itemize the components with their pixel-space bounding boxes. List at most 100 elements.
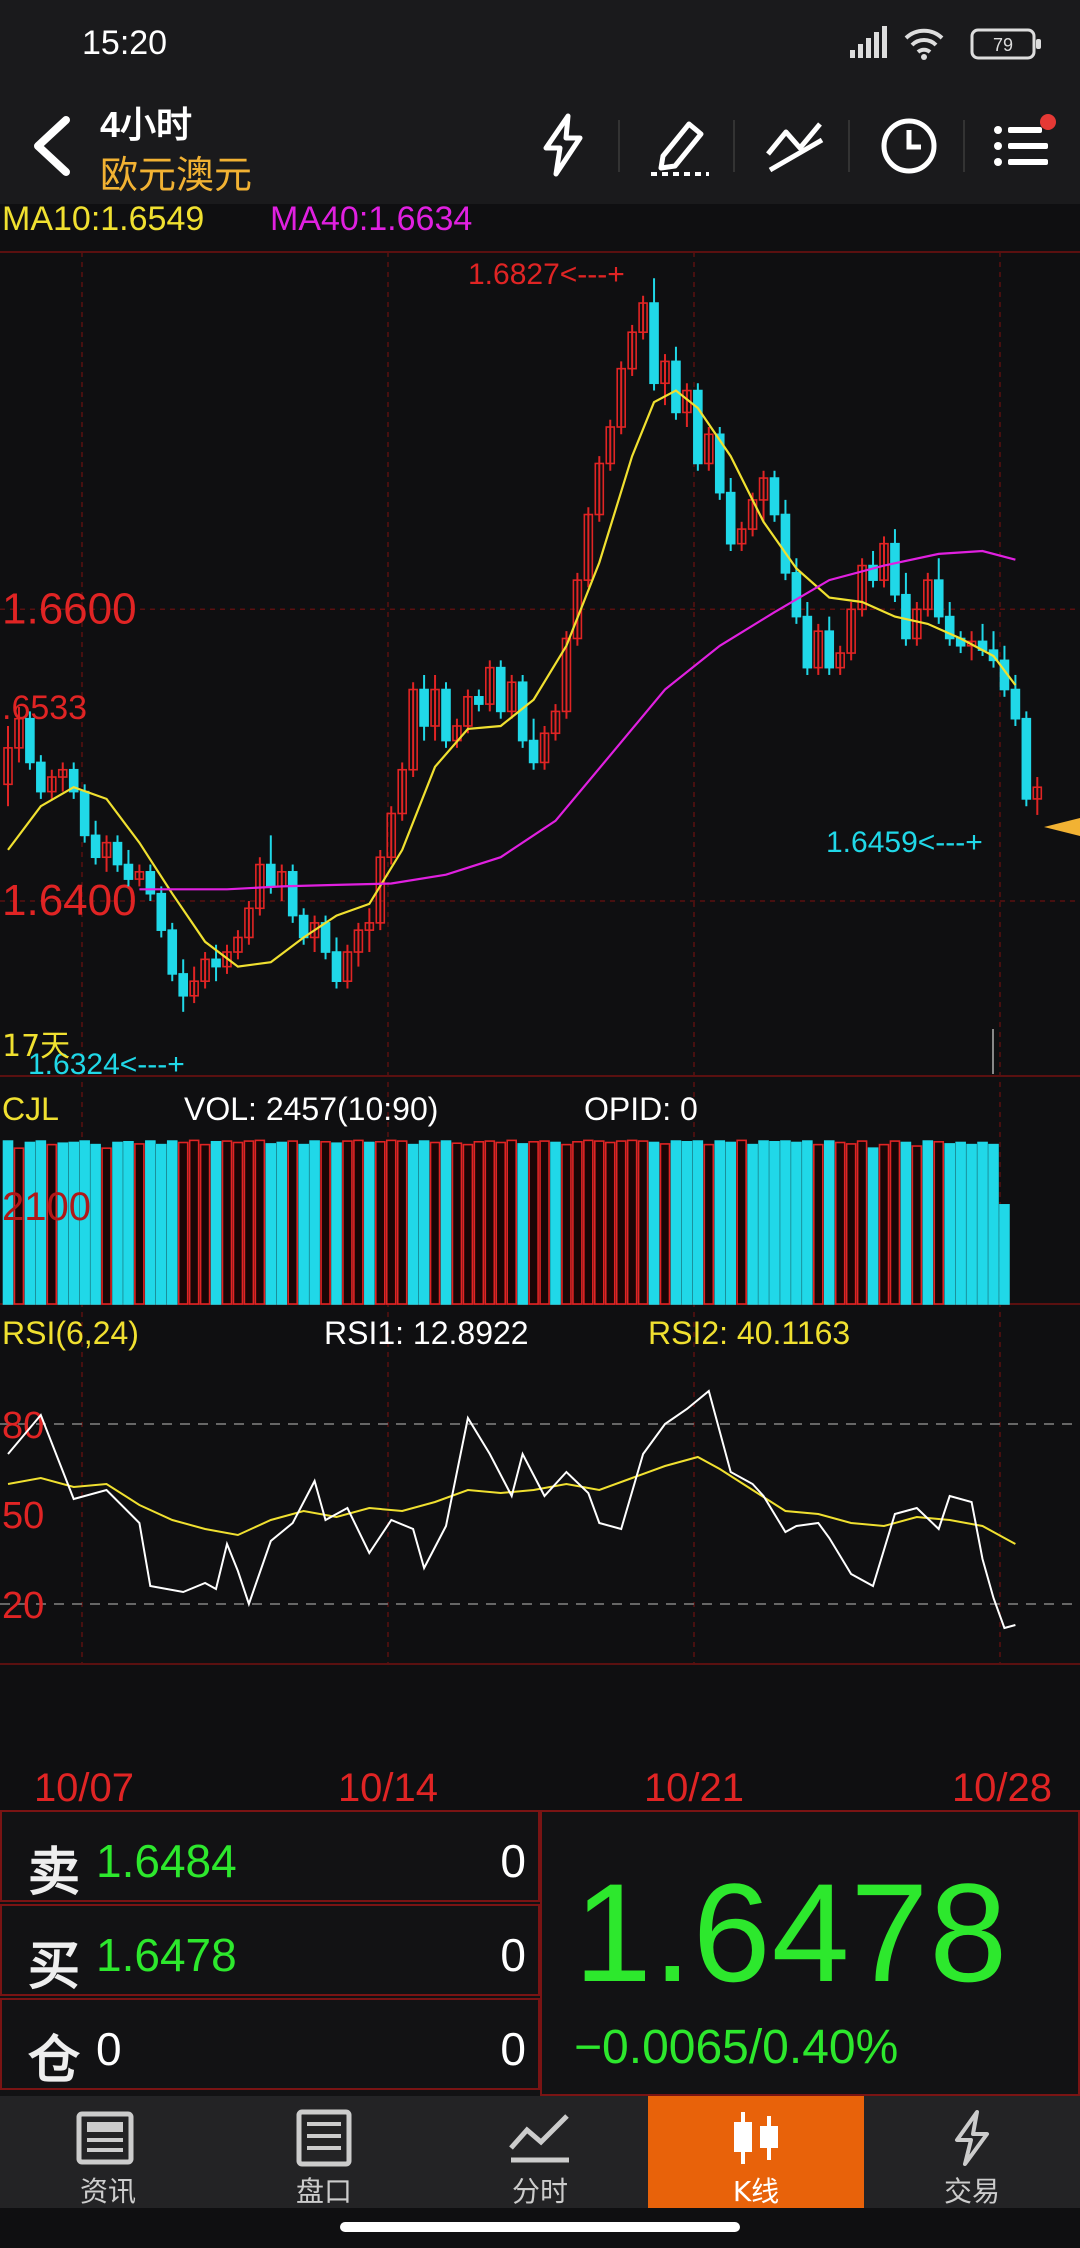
candle <box>375 849 386 931</box>
volume-bar <box>221 1140 233 1305</box>
signal-icon <box>850 26 887 58</box>
candle <box>539 725 550 770</box>
candle <box>550 704 561 741</box>
candle <box>857 558 867 617</box>
date-label: 10/28 <box>952 1766 1052 1810</box>
position-value: 0 <box>96 2023 122 2075</box>
price-label: .6533 <box>2 689 87 727</box>
home-indicator[interactable] <box>340 2222 740 2232</box>
volume-bar <box>320 1140 331 1305</box>
candle <box>397 762 408 821</box>
volume-bar <box>517 1143 528 1305</box>
volume-bar <box>812 1143 824 1305</box>
volume-bar <box>999 1204 1010 1305</box>
price-label: 1.6400 <box>2 876 137 925</box>
volume-bar <box>626 1139 638 1305</box>
buy-row[interactable]: 买 1.6478 0 <box>0 1904 540 1997</box>
clock-icon[interactable] <box>874 110 944 180</box>
volume-bar <box>495 1141 507 1305</box>
volume-bar <box>802 1140 813 1305</box>
volume-bar <box>166 1140 178 1305</box>
volume-bar <box>736 1139 747 1305</box>
candle <box>90 820 101 865</box>
candle <box>495 660 506 719</box>
last-price: 1.6478 <box>574 1854 1009 2011</box>
candle <box>25 711 35 770</box>
candlestick-icon <box>734 2112 778 2164</box>
volume-bar <box>834 1141 846 1305</box>
tab-trade[interactable]: 交易 <box>864 2096 1080 2208</box>
volume-bar <box>845 1143 857 1305</box>
volume-bar <box>2 1140 14 1305</box>
menu-icon[interactable] <box>988 110 1058 180</box>
candle <box>430 674 440 741</box>
candle <box>36 755 46 799</box>
volume-bar <box>900 1141 912 1305</box>
tab-kline[interactable]: K线 <box>648 2096 864 2208</box>
candle <box>922 572 933 617</box>
volume-bar <box>123 1140 134 1305</box>
status-icons: 79 <box>850 26 1041 60</box>
period-title[interactable]: 4小时 <box>100 104 193 145</box>
candle <box>944 602 955 646</box>
ma40-legend: MA40:1.6634 <box>270 204 472 238</box>
bottom-tab-bar: 资讯 盘口 分时 K线 交易 <box>0 2096 1080 2208</box>
last-price-box: 1.6478 −0.0065/0.40% <box>540 1810 1080 2096</box>
candle <box>627 324 637 376</box>
date-label: 10/14 <box>338 1766 438 1810</box>
vol-indicator-name: CJL <box>2 1091 59 1127</box>
candle <box>364 908 375 953</box>
volume-bar <box>112 1141 123 1305</box>
tab-label: 盘口 <box>295 2175 352 2208</box>
candle <box>725 478 736 551</box>
symbol-name[interactable]: 欧元澳元 <box>100 155 253 197</box>
candle <box>583 507 594 588</box>
sell-row[interactable]: 卖 1.6484 0 <box>0 1810 540 1903</box>
position-volume: 0 <box>500 2023 526 2075</box>
candle <box>693 383 703 471</box>
candle <box>200 952 210 989</box>
volume-bar <box>451 1142 463 1305</box>
header: 4小时 欧元澳元 <box>0 86 1080 204</box>
back-arrow-icon[interactable] <box>26 114 86 178</box>
buy-volume: 0 <box>500 1929 526 1981</box>
candle <box>68 762 79 799</box>
pen-icon[interactable] <box>645 110 715 180</box>
volume-bar <box>747 1143 758 1305</box>
notification-dot <box>1040 114 1056 130</box>
volume-bar <box>243 1140 255 1305</box>
current-price-marker <box>1044 818 1080 836</box>
volume-bar <box>977 1141 988 1305</box>
candle <box>386 806 397 865</box>
volume-bar <box>615 1140 627 1305</box>
tab-label: 分时 <box>511 2175 568 2208</box>
volume-bar <box>769 1140 780 1305</box>
volume-bar <box>539 1140 550 1305</box>
flash-icon[interactable] <box>528 110 598 180</box>
status-time: 15:20 <box>82 24 168 62</box>
candle <box>244 900 254 945</box>
tab-orderbook[interactable]: 盘口 <box>216 2096 432 2208</box>
trendline-icon[interactable] <box>760 110 830 180</box>
candle <box>835 645 846 675</box>
volume-bar <box>681 1140 693 1305</box>
volume-bar <box>561 1143 572 1305</box>
kline-chart[interactable]: MA10:1.6549 MA40:1.6634 1.6600 .6533 1.640… <box>0 204 1080 1810</box>
tab-intraday[interactable]: 分时 <box>432 2096 648 2208</box>
tab-news[interactable]: 资讯 <box>0 2096 216 2208</box>
candle <box>484 660 495 712</box>
volume-bar <box>593 1140 605 1305</box>
candle <box>758 470 769 522</box>
volume-bar <box>396 1140 408 1305</box>
candle <box>1032 777 1043 815</box>
volume-bar <box>648 1141 660 1305</box>
volume-bar <box>298 1143 309 1305</box>
vol-axis-label: 2100 <box>2 1185 91 1229</box>
volume-bar <box>758 1140 769 1305</box>
volume-bar <box>889 1140 901 1305</box>
volume-bar <box>254 1139 266 1305</box>
toolbar-separator <box>848 120 850 172</box>
candle <box>966 631 977 661</box>
candle <box>463 689 473 734</box>
volume-bar <box>287 1140 299 1305</box>
